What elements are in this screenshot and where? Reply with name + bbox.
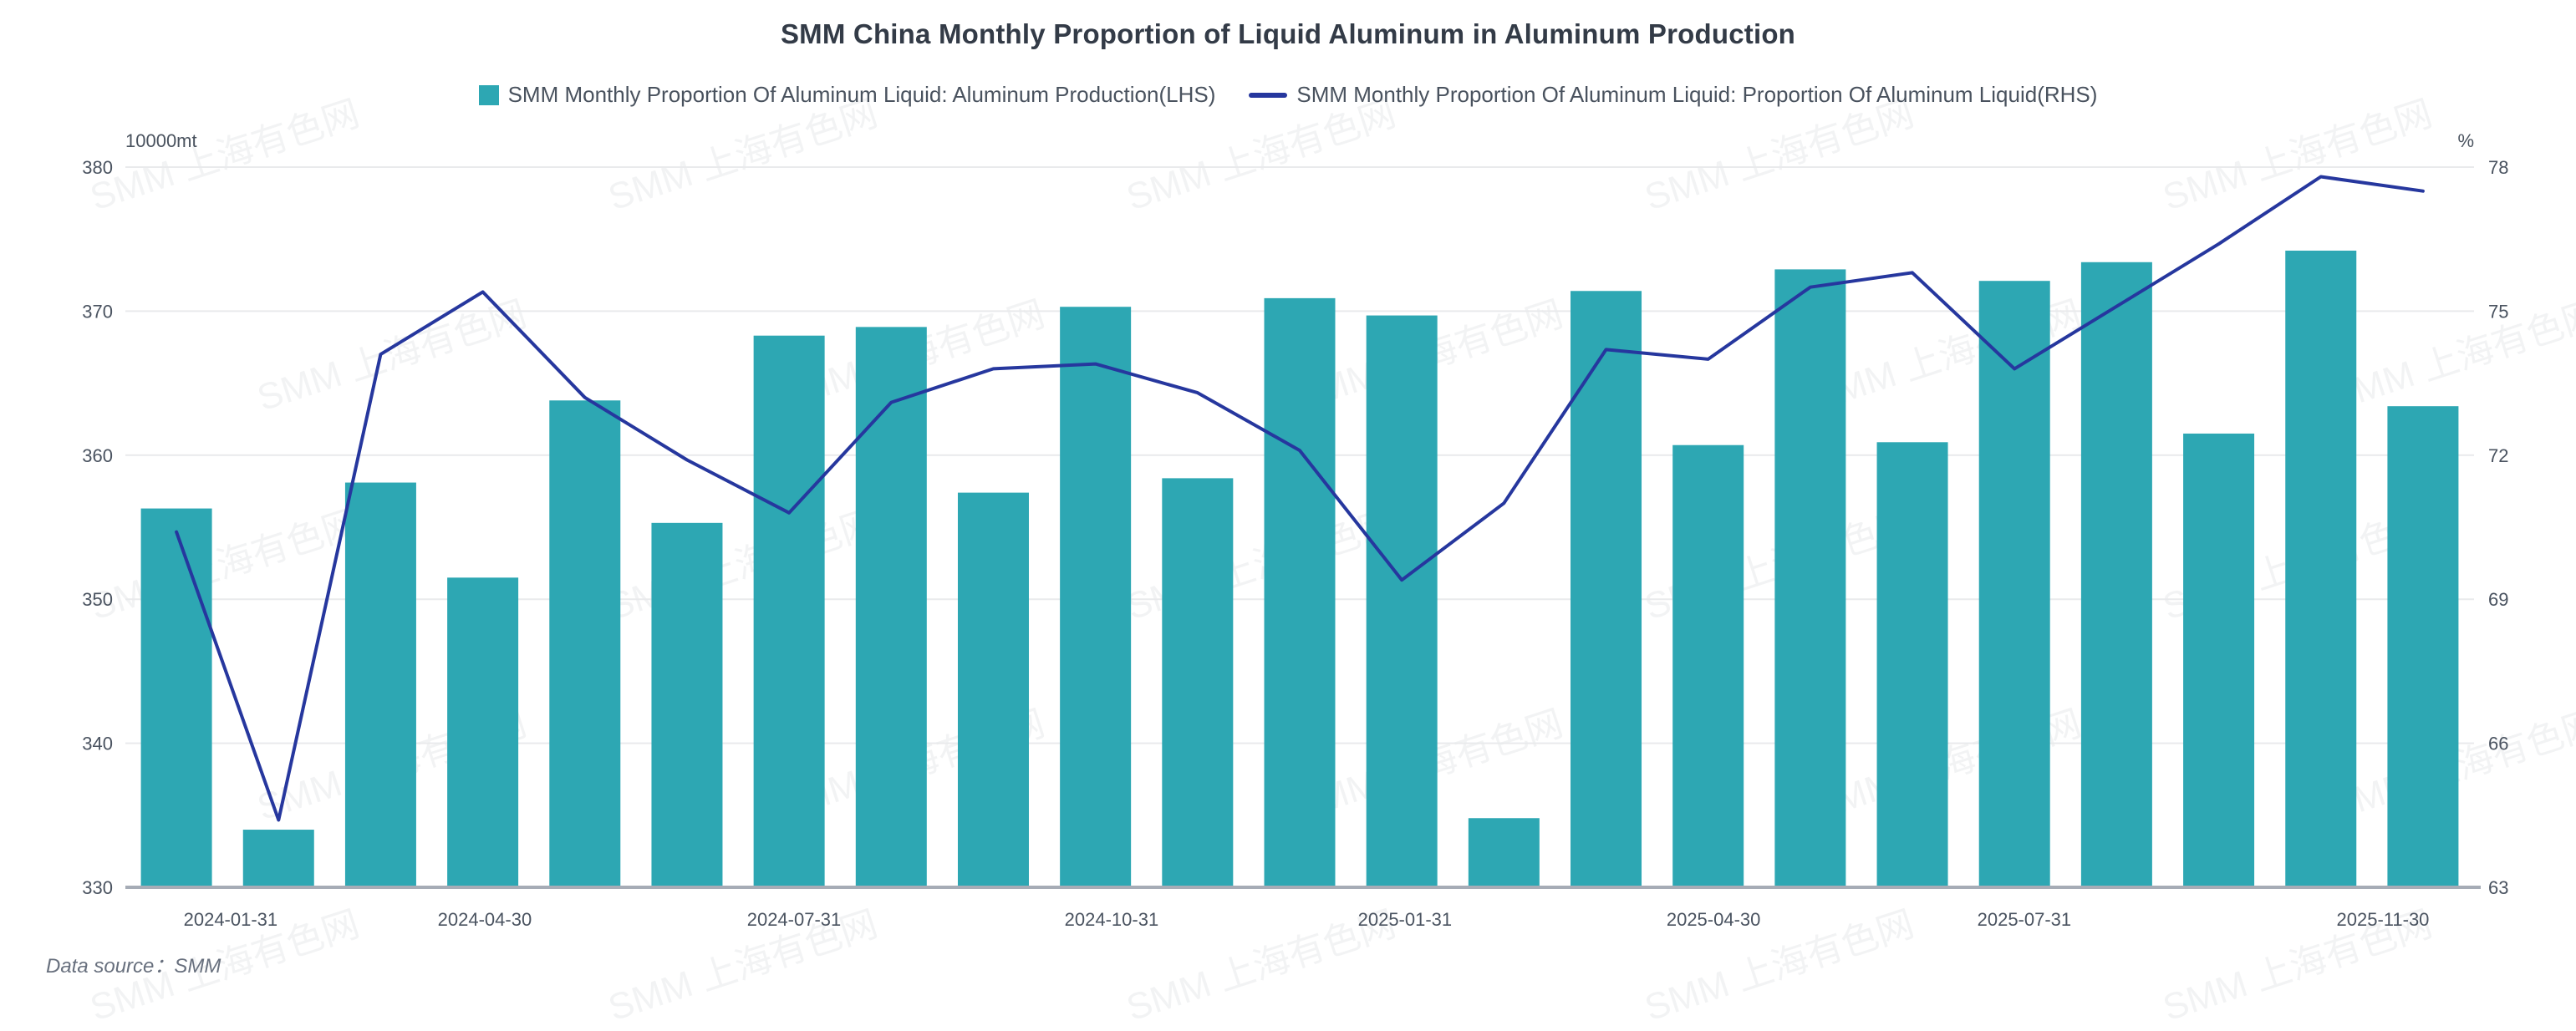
left-axis-tick-label: 370 (82, 301, 113, 322)
bar-2024-09-30 (957, 492, 1029, 887)
x-axis-tick-label: 2024-04-30 (438, 909, 532, 930)
bar-2025-10-31 (2285, 250, 2357, 887)
bar-2024-10-31 (1060, 307, 1132, 887)
right-axis-tick-label: 63 (2488, 877, 2508, 898)
bar-2025-04-30 (1672, 444, 1744, 887)
x-axis-tick-label: 2024-10-31 (1065, 909, 1159, 930)
left-axis-unit: 10000mt (125, 130, 197, 151)
x-axis-tick-label: 2024-01-31 (184, 909, 278, 930)
bar-2024-11-30 (1162, 478, 1234, 887)
bar-2025-07-31 (1978, 281, 2050, 887)
x-axis-tick-label: 2025-11-30 (2337, 909, 2430, 930)
right-axis-tick-label: 66 (2488, 734, 2508, 754)
bar-2024-07-31 (753, 335, 825, 887)
x-axis-tick-label: 2025-04-30 (1667, 909, 1761, 930)
bar-2024-04-30 (447, 577, 519, 887)
right-axis-tick-label: 72 (2488, 445, 2508, 466)
right-axis-tick-label: 75 (2488, 301, 2508, 322)
x-axis-tick-label: 2024-07-31 (747, 909, 842, 930)
bar-2024-08-31 (855, 327, 927, 887)
bar-2025-02-28 (1468, 818, 1540, 887)
left-axis-tick-label: 380 (82, 157, 113, 178)
legend-item-proportion: SMM Monthly Proportion Of Aluminum Liqui… (1249, 82, 2097, 108)
x-axis-tick-label: 2025-07-31 (1978, 909, 2072, 930)
line-swatch-icon (1249, 92, 1288, 98)
bar-swatch-icon (478, 84, 499, 105)
bar-2025-08-31 (2080, 262, 2152, 887)
bar-2025-01-31 (1366, 315, 1438, 887)
x-axis-tick-label: 2025-01-31 (1358, 909, 1453, 930)
bar-2024-05-31 (549, 400, 621, 888)
legend-label-proportion: SMM Monthly Proportion Of Aluminum Liqui… (1296, 82, 2098, 107)
right-axis-tick-label: 69 (2488, 589, 2508, 610)
bar-2025-05-31 (1774, 269, 1846, 887)
right-axis-unit: % (2457, 130, 2474, 151)
legend-label-production: SMM Monthly Proportion Of Aluminum Liqui… (507, 82, 1216, 107)
chart-title: SMM China Monthly Proportion of Liquid A… (780, 18, 1796, 49)
bar-2024-02-29 (242, 830, 314, 887)
right-axis-tick-label: 78 (2488, 157, 2508, 178)
bar-2025-06-30 (1876, 442, 1948, 887)
bar-2024-12-31 (1264, 297, 1336, 887)
proportion-line (175, 175, 2425, 822)
data-source-note: Data source：SMM (46, 955, 221, 978)
left-axis-tick-label: 330 (82, 877, 113, 898)
bar-2025-09-30 (2183, 433, 2255, 887)
legend-item-production: SMM Monthly Proportion Of Aluminum Liqui… (478, 82, 1216, 108)
chart-plot: 330 340 350 360 370 380 63 66 69 72 75 78 2024-01-31… (82, 157, 2508, 930)
bar-2024-01-31 (140, 508, 212, 887)
left-axis-tick-label: 360 (82, 445, 113, 466)
bar-2025-11-30 (2387, 406, 2459, 888)
bar-2025-03-31 (1571, 291, 1642, 887)
page: { "title": "SMM China Monthly Proportion… (0, 18, 2576, 1029)
left-axis-tick-label: 340 (82, 734, 113, 754)
left-axis-tick-label: 350 (82, 589, 113, 610)
bar-2024-03-31 (344, 482, 416, 887)
bar-2024-06-30 (651, 522, 723, 887)
legend: SMM Monthly Proportion Of Aluminum Liqui… (0, 82, 2576, 108)
